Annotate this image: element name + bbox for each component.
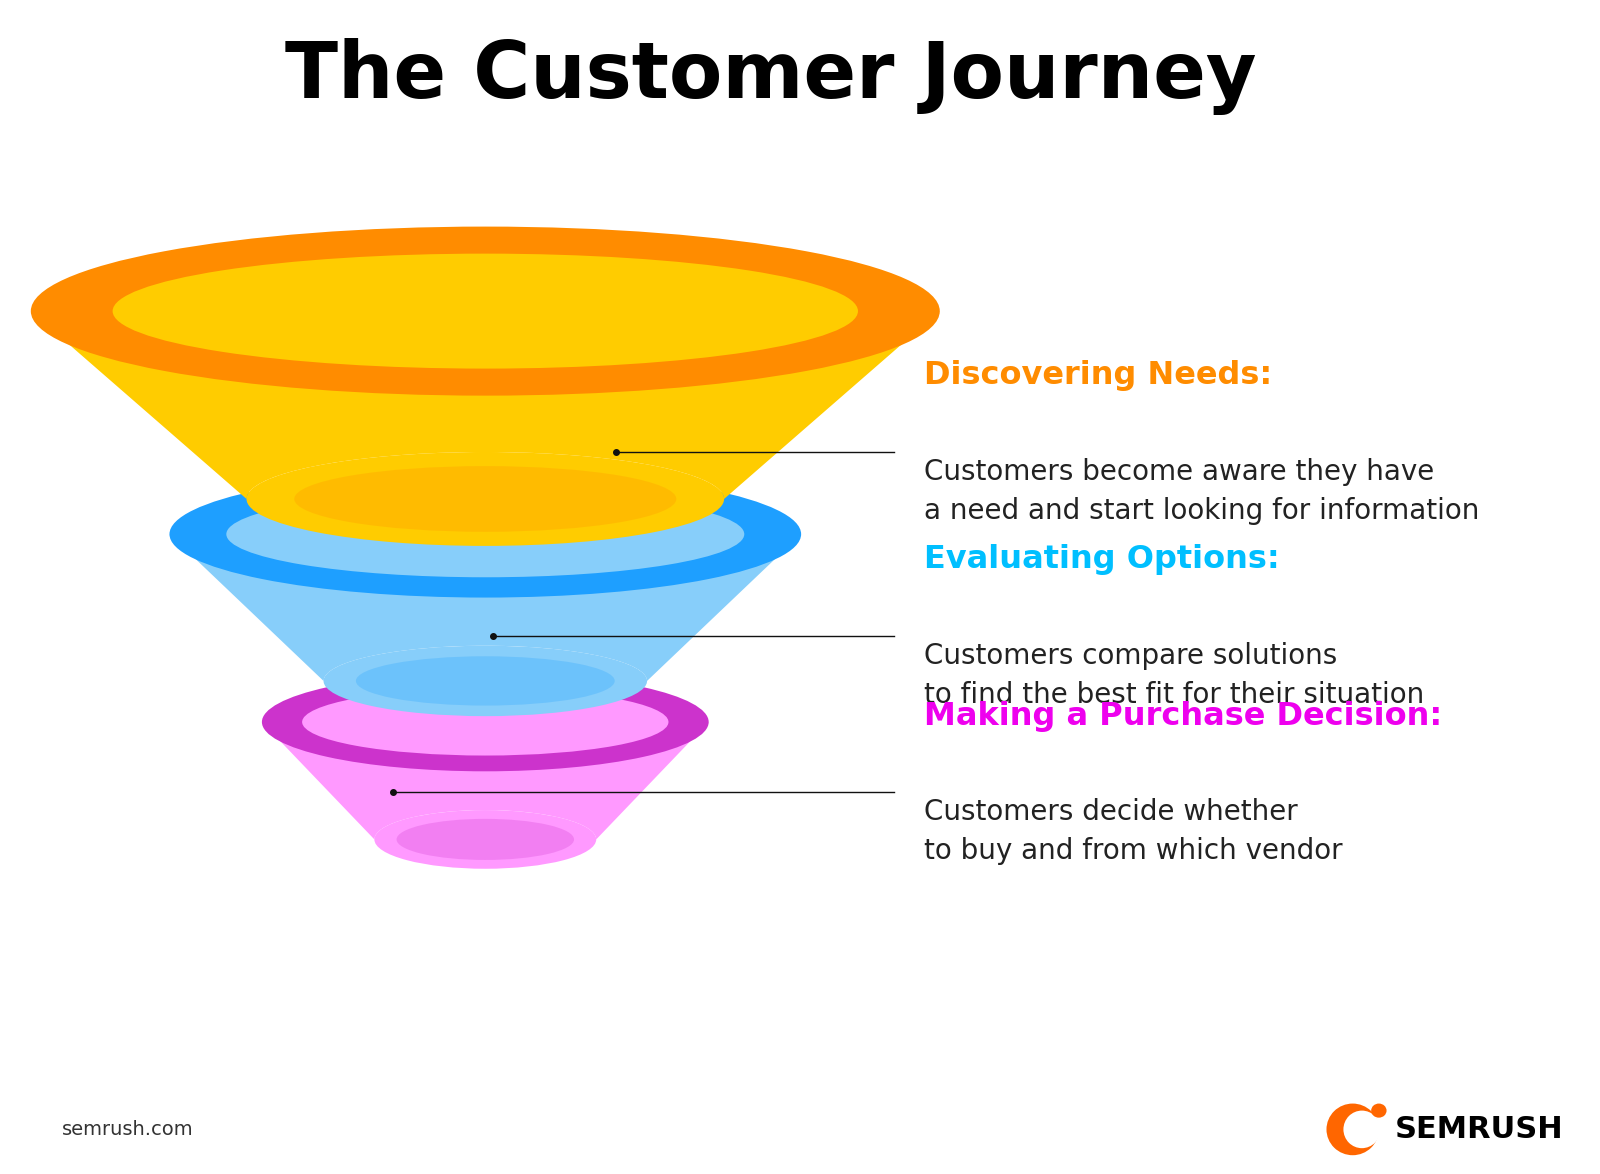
Ellipse shape: [1344, 1111, 1381, 1148]
Ellipse shape: [374, 810, 597, 869]
Polygon shape: [170, 534, 802, 681]
Text: Customers decide whether
to buy and from which vendor: Customers decide whether to buy and from…: [925, 798, 1342, 865]
Text: Evaluating Options:: Evaluating Options:: [925, 545, 1280, 575]
Ellipse shape: [302, 688, 669, 756]
Text: SEMRUSH: SEMRUSH: [1394, 1115, 1563, 1143]
Ellipse shape: [294, 466, 677, 532]
Ellipse shape: [170, 471, 802, 598]
Polygon shape: [30, 311, 939, 499]
Ellipse shape: [226, 491, 744, 578]
Text: Customers compare solutions
to find the best fit for their situation: Customers compare solutions to find the …: [925, 642, 1424, 709]
Ellipse shape: [1371, 1104, 1387, 1118]
Ellipse shape: [323, 646, 646, 716]
Ellipse shape: [355, 656, 614, 706]
Text: The Customer Journey: The Customer Journey: [285, 38, 1256, 115]
Text: Making a Purchase Decision:: Making a Purchase Decision:: [925, 701, 1443, 731]
Ellipse shape: [112, 254, 858, 369]
Ellipse shape: [246, 452, 725, 546]
Text: semrush.com: semrush.com: [62, 1120, 194, 1139]
Polygon shape: [262, 722, 709, 839]
Ellipse shape: [397, 819, 574, 861]
Ellipse shape: [262, 673, 709, 771]
Ellipse shape: [1326, 1104, 1379, 1155]
Text: Discovering Needs:: Discovering Needs:: [925, 360, 1272, 391]
Ellipse shape: [30, 227, 939, 396]
Text: Customers become aware they have
a need and start looking for information: Customers become aware they have a need …: [925, 458, 1480, 525]
